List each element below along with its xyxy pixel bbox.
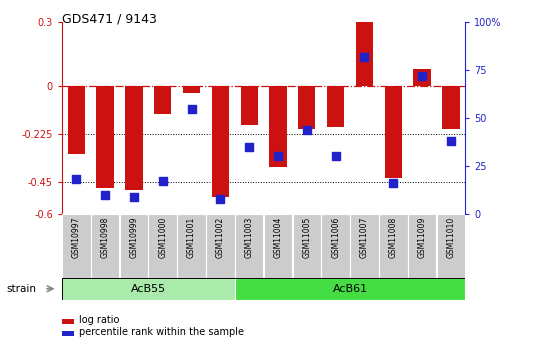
Text: GSM11009: GSM11009 [417, 216, 427, 258]
Point [216, 196, 225, 201]
Point [72, 177, 81, 182]
Bar [96, 86, 114, 188]
Text: GSM11004: GSM11004 [273, 216, 282, 258]
Text: GSM10998: GSM10998 [101, 216, 110, 258]
Bar [212, 86, 229, 197]
Bar [62, 319, 74, 324]
Bar [183, 86, 200, 92]
Text: GSM11006: GSM11006 [331, 216, 340, 258]
Text: GSM11000: GSM11000 [158, 216, 167, 258]
Text: GSM10997: GSM10997 [72, 216, 81, 258]
Text: GSM11002: GSM11002 [216, 216, 225, 258]
Bar [240, 86, 258, 125]
Text: percentile rank within the sample: percentile rank within the sample [79, 327, 244, 337]
Point [389, 180, 398, 186]
Point [130, 194, 138, 199]
Point [360, 54, 369, 60]
Bar [356, 22, 373, 86]
Point [187, 106, 196, 111]
Text: GDS471 / 9143: GDS471 / 9143 [62, 12, 157, 25]
Bar [293, 214, 321, 278]
Bar [321, 214, 350, 278]
Bar [385, 86, 402, 178]
Bar [148, 214, 177, 278]
Bar [379, 214, 408, 278]
Bar [235, 214, 264, 278]
Point [274, 154, 282, 159]
Bar [62, 331, 74, 336]
Bar [264, 214, 292, 278]
Text: strain: strain [6, 284, 37, 294]
Text: GSM11003: GSM11003 [245, 216, 254, 258]
Bar [68, 86, 85, 154]
Point [418, 73, 427, 79]
Bar [62, 278, 235, 300]
Bar [270, 86, 287, 167]
Bar [206, 214, 235, 278]
Point [158, 179, 167, 184]
Point [245, 144, 253, 150]
Bar [298, 86, 315, 129]
Text: GSM11010: GSM11010 [447, 216, 456, 258]
Text: GSM11008: GSM11008 [389, 216, 398, 258]
Bar [437, 214, 465, 278]
Bar [178, 214, 206, 278]
Bar [327, 86, 344, 127]
Text: log ratio: log ratio [79, 315, 119, 325]
Point [447, 138, 455, 144]
Bar [442, 86, 459, 129]
Point [331, 154, 340, 159]
Bar [62, 214, 90, 278]
Point [302, 127, 311, 132]
Bar [350, 214, 379, 278]
Bar [235, 278, 465, 300]
Bar [154, 86, 172, 114]
Bar [414, 69, 431, 86]
Bar [119, 214, 148, 278]
Bar [91, 214, 119, 278]
Point [101, 192, 109, 197]
Bar [408, 214, 436, 278]
Text: AcB61: AcB61 [332, 284, 367, 294]
Bar [125, 86, 143, 190]
Text: GSM10999: GSM10999 [130, 216, 138, 258]
Text: GSM11007: GSM11007 [360, 216, 369, 258]
Text: GSM11001: GSM11001 [187, 216, 196, 258]
Text: GSM11005: GSM11005 [302, 216, 312, 258]
Text: AcB55: AcB55 [131, 284, 166, 294]
